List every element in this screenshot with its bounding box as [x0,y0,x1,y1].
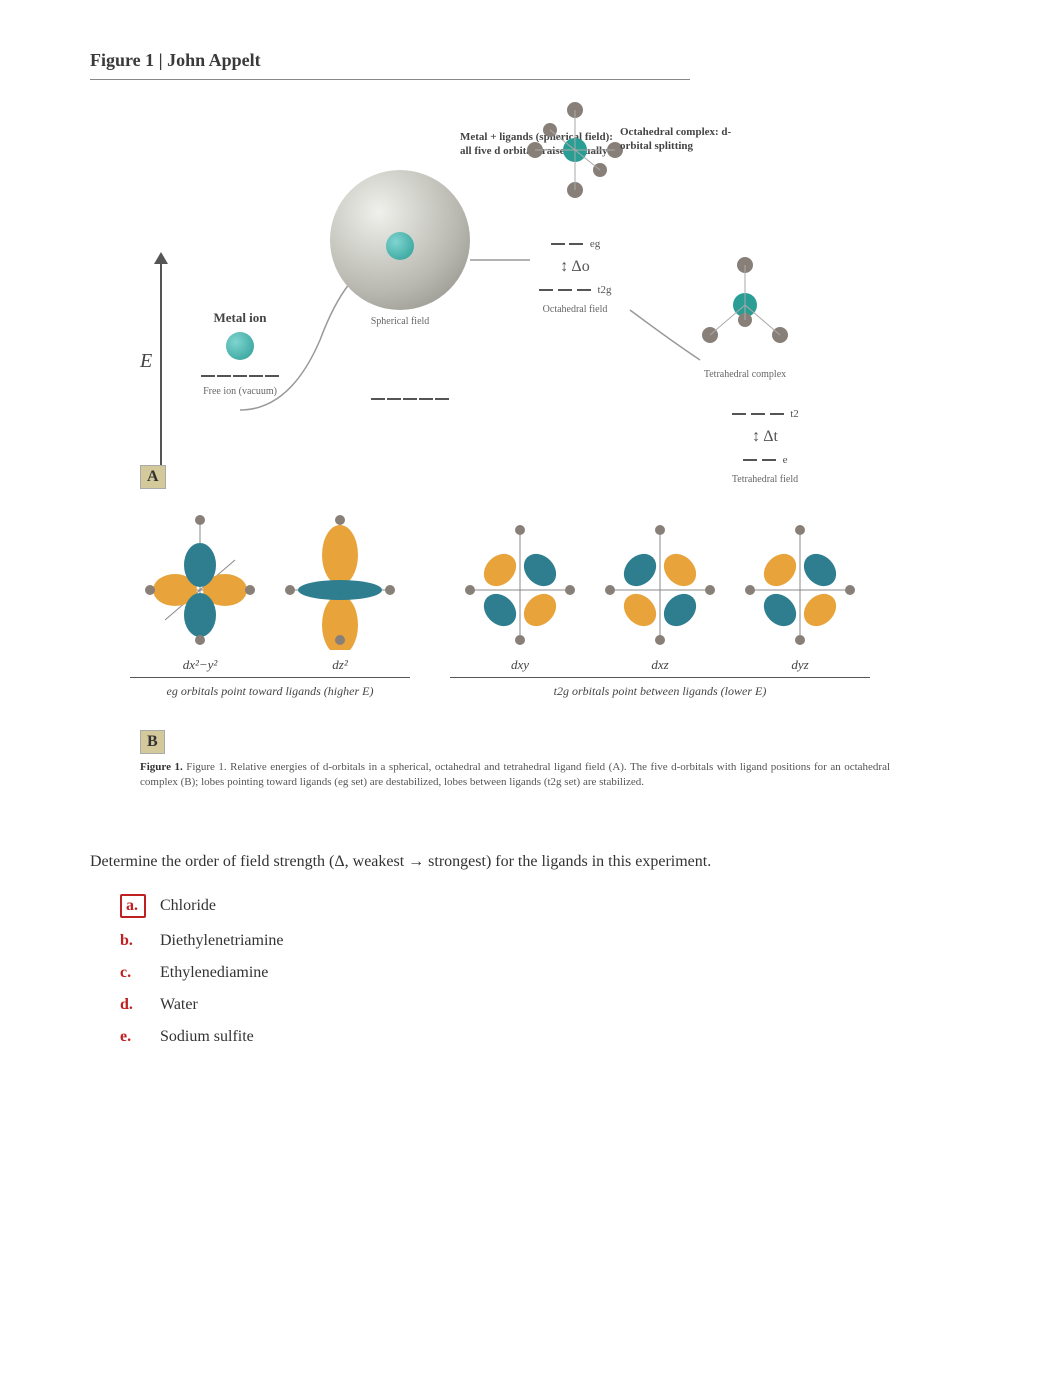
option-b-letter: b. [120,932,146,950]
option-e-letter: e. [120,1028,146,1046]
panel-b-letter: B [140,730,165,754]
dyz-label: dyz [740,657,860,673]
metal-ion-sphere [226,332,254,360]
option-d[interactable]: d. Water [120,996,972,1014]
orbital-dyz: dyz [740,510,860,673]
free-ion-group: Metal ion Free ion (vacuum) [200,310,280,397]
option-a-text: Chloride [160,897,216,915]
t2-label: t2 [790,408,799,420]
spherical-field-group: Metal + ligands (spherical field): all f… [330,170,470,327]
dx2y2-icon [140,510,260,650]
dz2-label: dz² [280,657,400,673]
dxy-icon [460,510,580,650]
orbital-dxz: dxz [600,510,720,673]
spherical-sub: Spherical field [330,316,470,327]
tetrahedral-split: t2 ↕ Δt e Tetrahedral field [700,400,830,485]
eg-caption: eg orbitals point toward ligands (higher… [130,684,410,699]
dz2-icon [280,510,400,650]
caption-text: Figure 1. Relative energies of d-orbital… [140,761,890,788]
page-header: Figure 1 | John Appelt [90,50,690,80]
t2g-label: t2g [597,284,611,296]
dyz-icon [740,510,860,650]
t2g-caption: t2g orbitals point between ligands (lowe… [450,684,870,699]
option-e[interactable]: e. Sodium sulfite [120,1028,972,1046]
answer-options: a. Chloride b. Diethylenetriamine c. Eth… [120,894,972,1046]
dxy-label: dxy [460,657,580,673]
panel-b-orbitals: dx²−y² dz² [130,510,910,730]
delta-o-label: Δo [571,258,589,275]
tetrahedral-complex-icon [690,250,800,360]
dx2y2-label: dx²−y² [140,657,260,673]
delta-t: ↕ Δt [700,428,830,446]
t2g-orbital-group: dxy [450,510,870,699]
y-axis-arrow [154,252,168,264]
tetra-sub: Tetrahedral field [700,474,830,485]
y-axis [160,260,162,480]
caption-bold: Figure 1. [140,761,183,773]
energy-axis-label: E [140,350,152,373]
eg-label: eg [590,238,600,250]
inner-metal-ion [386,232,414,260]
t2g-level: t2g [510,284,640,296]
octahedral-label: Octahedral complex: d-orbital splitting [620,125,750,154]
octa-sub: Octahedral field [510,304,640,315]
dxz-label: dxz [600,657,720,673]
panel-a-energy-diagram: E Metal ion Free ion (vacuum) Metal + li… [140,110,860,510]
spherical-sphere [330,170,470,310]
option-c-letter: c. [120,964,146,982]
tetrahedral-group: Tetrahedral complex [690,250,800,380]
option-e-text: Sodium sulfite [160,1028,254,1046]
option-a[interactable]: a. Chloride [120,894,972,918]
spherical-levels [370,390,450,408]
option-d-text: Water [160,996,198,1014]
tetra-label: Tetrahedral complex [690,369,800,380]
option-d-letter: d. [120,996,146,1014]
option-c-text: Ethylenediamine [160,964,268,982]
figure-1: E Metal ion Free ion (vacuum) Metal + li… [90,110,972,830]
header-title: Figure 1 | John Appelt [90,50,261,70]
panel-a-letter: A [140,465,166,489]
free-ion-label: Metal ion [200,310,280,326]
t2-level: t2 [700,408,830,420]
e-level: e [700,454,830,466]
dxz-icon [600,510,720,650]
octahedral-complex-icon [520,95,630,205]
orbital-dx2y2: dx²−y² [140,510,260,673]
free-ion-sub: Free ion (vacuum) [200,386,280,397]
octahedral-split: eg ↕ Δo t2g Octahedral field [510,230,640,315]
delta-o: ↕ Δo [510,258,640,276]
free-ion-levels [200,370,280,382]
delta-t-label: Δt [763,428,778,445]
orbital-dxy: dxy [460,510,580,673]
option-b[interactable]: b. Diethylenetriamine [120,932,972,950]
option-a-letter: a. [120,894,146,918]
option-b-text: Diethylenetriamine [160,932,284,950]
eg-level: eg [510,238,640,250]
figure-caption: Figure 1. Figure 1. Relative energies of… [140,760,890,791]
octahedral-group: Octahedral complex: d-orbital splitting [520,95,630,210]
eg-orbital-group: dx²−y² dz² [130,510,410,699]
e-label-td: e [783,454,788,466]
question-prompt: Determine the order of field strength (Δ… [90,850,972,874]
option-c[interactable]: c. Ethylenediamine [120,964,972,982]
orbital-dz2: dz² [280,510,400,673]
